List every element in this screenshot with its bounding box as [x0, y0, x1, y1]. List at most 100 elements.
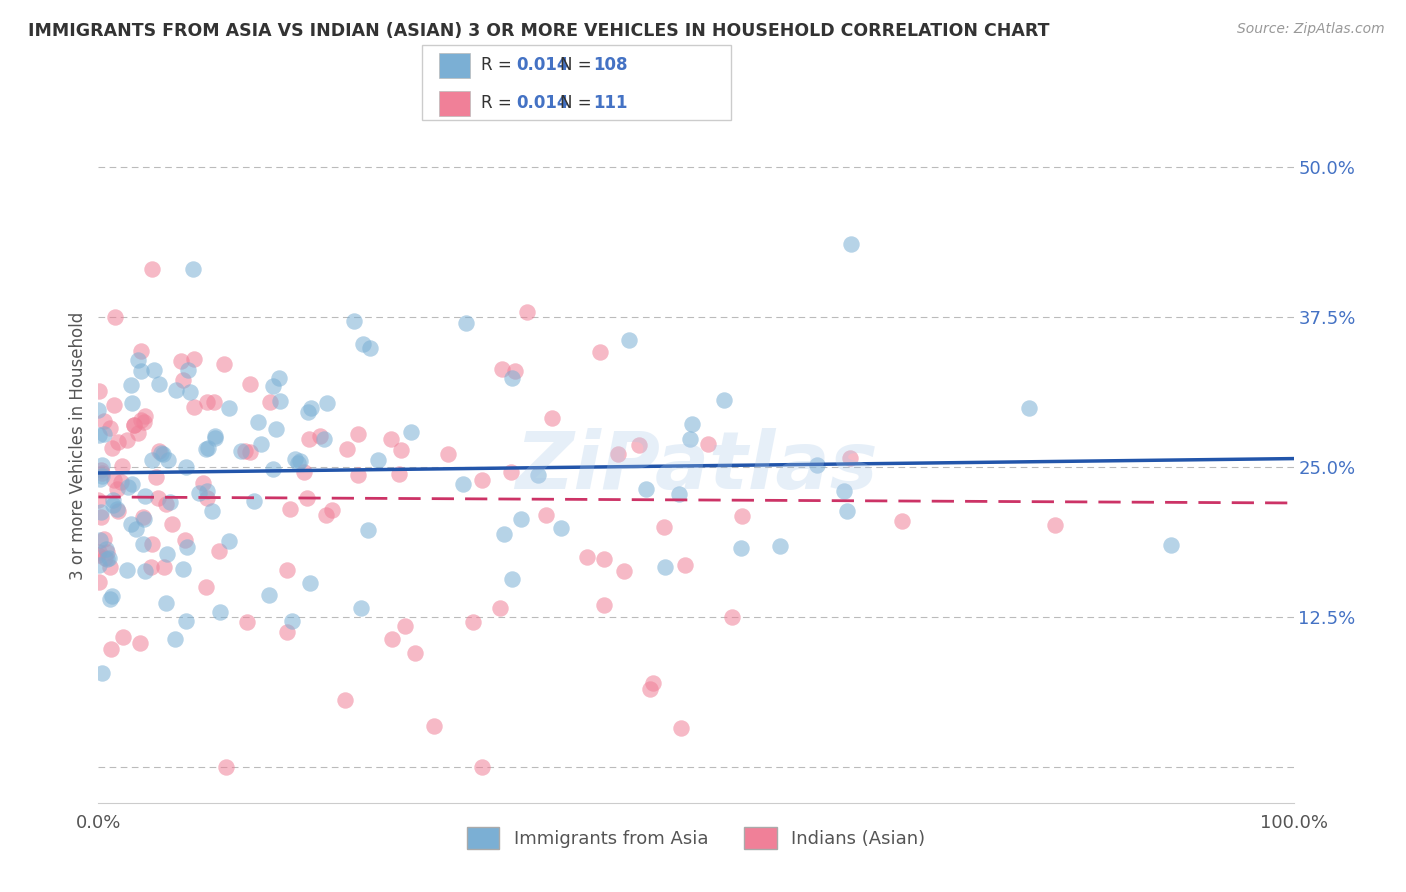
Point: [295, 491, 318, 505]
Point: [141, 537, 163, 551]
Point: [239, 377, 262, 392]
Point: [769, 539, 792, 553]
Point: [159, 495, 181, 509]
Point: [298, 432, 321, 446]
Point: [96, 541, 118, 556]
Point: [214, 357, 236, 371]
Point: [120, 516, 142, 531]
Point: [638, 681, 661, 696]
Text: N =: N =: [560, 95, 596, 112]
Point: [101, 499, 124, 513]
Point: [93, 414, 115, 428]
Point: [120, 378, 142, 392]
Point: [350, 601, 373, 615]
Point: [101, 441, 124, 455]
Point: [134, 489, 156, 503]
Point: [576, 550, 599, 565]
Text: 111: 111: [593, 95, 628, 112]
Point: [155, 596, 177, 610]
Point: [163, 632, 186, 647]
Text: Source: ZipAtlas.com: Source: ZipAtlas.com: [1237, 22, 1385, 37]
Point: [501, 572, 523, 586]
Point: [454, 316, 477, 330]
Point: [215, 760, 238, 774]
Point: [165, 383, 187, 397]
Point: [87, 544, 110, 558]
Point: [501, 465, 523, 479]
Point: [105, 482, 128, 496]
Point: [103, 473, 125, 487]
Point: [141, 453, 163, 467]
Point: [262, 379, 284, 393]
Point: [290, 454, 312, 468]
Point: [122, 418, 145, 433]
Text: ZiPatlas: ZiPatlas: [515, 428, 877, 507]
Point: [98, 421, 121, 435]
Point: [134, 564, 156, 578]
Point: [309, 428, 332, 442]
Point: [269, 394, 291, 409]
Point: [134, 512, 156, 526]
Point: [89, 384, 111, 399]
Point: [195, 580, 218, 594]
Point: [127, 426, 149, 441]
Point: [149, 446, 172, 460]
Point: [668, 486, 690, 500]
Point: [262, 462, 284, 476]
Point: [284, 452, 307, 467]
Point: [177, 363, 200, 377]
Point: [94, 550, 117, 565]
Point: [540, 411, 562, 425]
Text: R =: R =: [481, 95, 517, 112]
Text: N =: N =: [560, 56, 596, 74]
Point: [316, 395, 339, 409]
Point: [93, 532, 115, 546]
Point: [134, 415, 156, 429]
Text: IMMIGRANTS FROM ASIA VS INDIAN (ASIAN) 3 OR MORE VEHICLES IN HOUSEHOLD CORRELATI: IMMIGRANTS FROM ASIA VS INDIAN (ASIAN) 3…: [28, 22, 1050, 40]
Point: [91, 467, 114, 481]
Point: [634, 482, 657, 496]
Point: [471, 473, 494, 487]
Point: [593, 598, 616, 612]
Point: [145, 470, 167, 484]
Point: [550, 521, 572, 535]
Point: [87, 575, 110, 590]
Point: [129, 364, 152, 378]
Point: [148, 491, 170, 505]
Point: [527, 468, 550, 483]
Text: 108: 108: [593, 56, 628, 74]
Point: [128, 636, 150, 650]
Point: [117, 480, 139, 494]
Point: [641, 676, 664, 690]
Point: [731, 509, 754, 524]
Point: [1043, 518, 1066, 533]
Point: [720, 610, 742, 624]
Point: [197, 442, 219, 456]
Point: [381, 632, 404, 647]
Point: [152, 447, 174, 461]
Point: [352, 337, 374, 351]
Point: [101, 493, 124, 508]
Point: [89, 533, 111, 548]
Point: [204, 429, 226, 443]
Point: [394, 619, 416, 633]
Point: [176, 615, 198, 629]
Point: [236, 615, 259, 629]
Point: [423, 719, 446, 733]
Point: [111, 630, 134, 644]
Point: [208, 544, 231, 558]
Point: [287, 456, 309, 470]
Point: [681, 417, 703, 432]
Point: [153, 560, 176, 574]
Legend: Immigrants from Asia, Indians (Asian): Immigrants from Asia, Indians (Asian): [457, 818, 935, 858]
Point: [671, 721, 693, 735]
Point: [243, 494, 266, 508]
Point: [89, 472, 111, 486]
Point: [315, 508, 337, 522]
Point: [696, 437, 718, 451]
Point: [491, 362, 513, 376]
Point: [104, 310, 127, 325]
Point: [404, 646, 426, 660]
Point: [91, 468, 114, 483]
Point: [613, 565, 636, 579]
